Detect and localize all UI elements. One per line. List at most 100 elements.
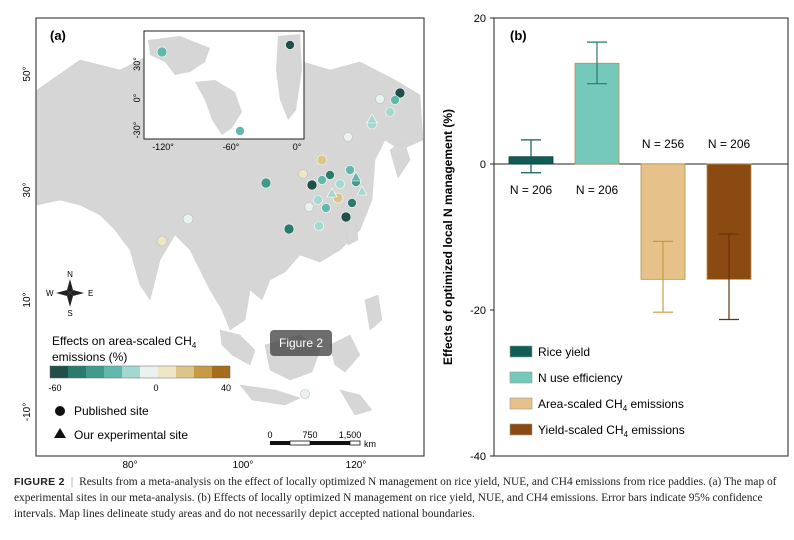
legend-swatch [509,423,533,436]
scale-unit: km [364,439,376,449]
colorbar-swatch [86,366,104,378]
site-marker [345,165,355,175]
site-marker [314,221,324,231]
lat-tick: -10° [22,403,33,421]
caption-text: Results from a meta-analysis on the effe… [14,476,777,520]
lon-tick: 120° [346,460,367,470]
bars: N = 206 N = 206 N = 256 N = 206 [508,41,752,321]
colorbar-outline [49,365,231,379]
inset-lon-tick: -60° [223,142,240,152]
lat-tick: 30° [22,182,33,197]
map-panel: 30° 0° -30° -120° -60° 0° (a) 50° 30° 10… [0,0,430,471]
legend-published: Published site [74,404,149,418]
compass-n: N [67,270,73,279]
experimental-site-symbol [54,428,66,438]
y-tick-label: 20 [474,13,486,25]
site-marker [325,170,335,180]
published-site-symbol [55,406,65,416]
panel-label: (b) [510,28,527,43]
inset-lat-tick: 0° [132,93,142,102]
scale-label: 0 [267,430,272,440]
n-label: N = 256 [642,137,685,151]
inset-lat-tick: -30° [132,121,142,138]
legend-experimental: Our experimental site [74,428,188,442]
colorbar-swatch [194,366,212,378]
colorbar-label: 40 [221,383,231,393]
colorbar-swatch [122,366,140,378]
site-marker [235,126,245,136]
chart-frame [493,17,789,457]
compass-rose: N S E W [46,270,93,318]
colorbar-swatch [140,366,158,378]
site-marker [313,195,323,205]
scale-bar: 0 750 1,500 km [267,430,376,449]
colorbar-swatch [50,366,68,378]
colorbar-swatch [68,366,86,378]
map-svg: 30° 0° -30° -120° -60° 0° (a) 50° 30° 10… [22,17,425,471]
inset-lon-tick: 0° [293,142,302,152]
legend-label: Area-scaled CH4 emissions [538,397,684,413]
site-marker [260,177,272,189]
compass-e: E [88,289,93,298]
legend-colorbar [49,365,231,379]
inset-lon-tick: -120° [152,142,174,152]
lon-tick: 100° [233,460,254,470]
inset-land [148,34,302,135]
site-marker [304,202,314,212]
y-axis-label: Effects of optimized local N management … [441,109,455,365]
lat-tick: 10° [22,292,33,307]
inset-lat-tick: 30° [132,57,142,71]
legend-label: N use efficiency [538,371,623,385]
n-label: N = 206 [510,183,553,197]
land-masses [36,51,424,416]
scale-label: 750 [302,430,317,440]
colorbar-swatch [212,366,230,378]
site-marker [385,107,395,117]
chart-legend: Rice yield N use efficiency Area-scaled CH… [509,345,685,439]
experimental-site-marker [366,113,378,124]
lat-tick: 50° [22,66,33,81]
site-marker [283,223,295,235]
compass-w: W [46,289,54,298]
site-marker [182,213,194,225]
y-tick-label: -20 [470,305,486,317]
site-marker [306,179,318,191]
y-tick-label: 0 [480,159,486,171]
site-marker [340,211,352,223]
site-marker [317,175,327,185]
site-marker [394,87,406,99]
site-marker [316,154,328,166]
y-tick-label: -40 [470,451,486,463]
colorbar-label: -60 [48,383,61,393]
study-sites [156,87,406,399]
site-marker [156,46,168,58]
legend-title: Effects on area-scaled CH4 [52,334,197,350]
n-label: N = 206 [576,183,619,197]
site-marker [300,389,310,399]
experimental-site-marker [356,185,368,196]
legend-swatch [509,345,533,358]
experimental-site-marker [326,187,338,198]
panel-label: (a) [50,28,66,43]
site-marker [343,132,353,142]
figure-caption: FIGURE 2 | Results from a meta-analysis on… [14,476,777,520]
site-marker [335,179,345,189]
colorbar-swatch [104,366,122,378]
compass-s: S [67,309,72,318]
site-marker [321,203,331,213]
lon-tick: 80° [122,460,137,470]
site-marker [285,40,295,50]
caption-figure-label: FIGURE 2 [14,476,65,488]
legend-label: Yield-scaled CH4 emissions [538,423,685,439]
scale-label: 1,500 [339,430,362,440]
bar-chart: (b) Effects of optimized local N managem… [441,13,789,463]
colorbar-label: 0 [153,383,158,393]
legend-title-line2: emissions (%) [52,350,127,364]
legend-swatch [509,371,533,384]
experimental-site-marker [350,171,362,182]
colorbar-swatch [158,366,176,378]
colorbar-swatch [176,366,194,378]
figure-tag[interactable]: Figure 2 [270,330,332,356]
site-marker [390,95,400,105]
site-marker [156,235,168,247]
